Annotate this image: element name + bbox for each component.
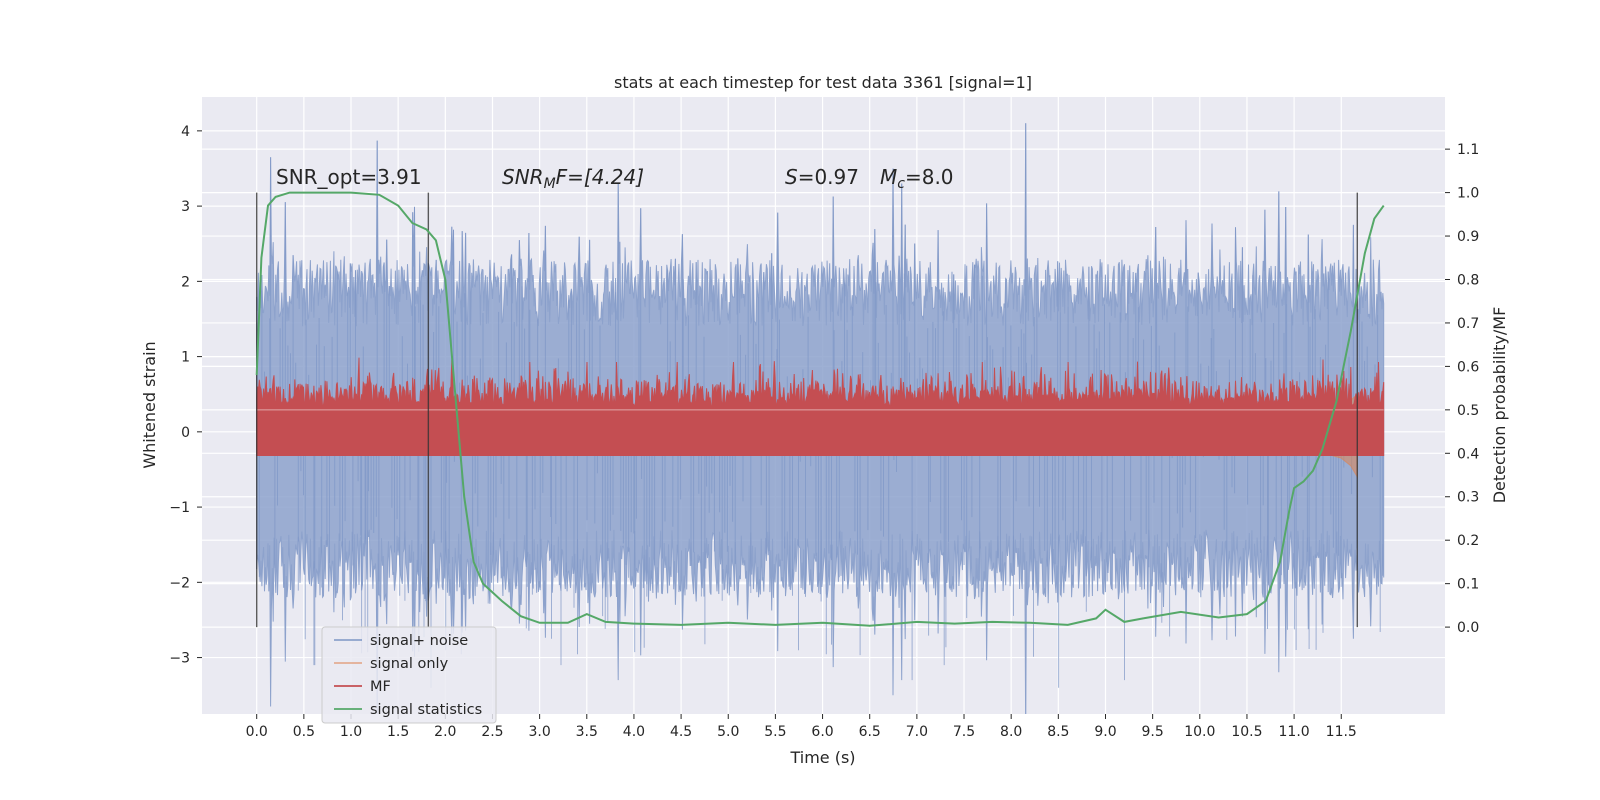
s-annotation: S=0.97 (785, 165, 859, 189)
y-tick-label-left: 3 (181, 199, 190, 215)
y-axis-right-ticks: 0.0 0.1 0.2 0.3 0.4 0.5 0.6 0.7 0.8 0.9 1.0 1.1 (1445, 142, 1479, 636)
legend-label-signal-noise: signal+ noise (370, 633, 468, 649)
x-tick-label: 3.0 (528, 724, 550, 740)
y-tick-label-right: 0.3 (1457, 490, 1479, 506)
x-tick-label: 4.5 (670, 724, 692, 740)
x-tick-label: 2.0 (434, 724, 456, 740)
legend-label-mf: MF (370, 679, 391, 695)
x-tick-label: 6.0 (811, 724, 833, 740)
y-tick-label-right: 0.2 (1457, 533, 1479, 549)
y-tick-label-left: −3 (169, 651, 190, 667)
y-axis-label-left: Whitened strain (140, 341, 159, 468)
snr-mf-subscript: M (544, 176, 556, 192)
legend-box (321, 626, 497, 724)
s-value: =0.97 (798, 165, 859, 189)
x-tick-label: 11.5 (1326, 724, 1357, 740)
y-tick-label-left: 2 (181, 274, 190, 290)
y-axis-left-ticks: −3 −2 −1 0 1 2 3 4 (169, 124, 202, 667)
mc-annotation: Mc=8.0 (880, 165, 954, 192)
y-tick-label-right: 0.6 (1457, 359, 1479, 375)
x-tick-label: 9.5 (1142, 724, 1164, 740)
mf-series (256, 357, 1385, 456)
x-tick-label: 11.0 (1279, 724, 1310, 740)
x-tick-label: 2.5 (481, 724, 503, 740)
mc-value: =8.0 (905, 165, 954, 189)
y-axis-label-right: Detection probability/MF (1490, 307, 1509, 504)
y-tick-label-left: 1 (181, 350, 190, 366)
snr-mf-value: F=[4.24] (556, 165, 644, 189)
y-tick-label-right: 0.0 (1457, 620, 1479, 636)
x-tick-label: 0.0 (246, 724, 268, 740)
x-tick-label: 3.5 (576, 724, 598, 740)
y-tick-label-left: −2 (169, 575, 190, 591)
x-tick-label: 1.5 (387, 724, 409, 740)
snr-mf-annotation: SNRMF=[4.24] (502, 165, 644, 192)
y-tick-label-right: 0.4 (1457, 446, 1479, 462)
signal-statistics-series (255, 191, 1385, 627)
signal-statistics-line (255, 191, 1385, 627)
x-tick-label: 10.5 (1231, 724, 1262, 740)
x-tick-label: 7.0 (906, 724, 928, 740)
mc-subscript: c (897, 176, 905, 192)
legend-label-signal-only: signal only (370, 656, 449, 672)
x-tick-label: 6.5 (859, 724, 881, 740)
legend-label-signal-statistics: signal statistics (370, 702, 482, 718)
mf-band (256, 357, 1385, 456)
x-tick-label: 9.0 (1094, 724, 1116, 740)
x-tick-label: 5.5 (764, 724, 786, 740)
y-tick-label-right: 0.7 (1457, 316, 1479, 332)
y-tick-label-left: 4 (181, 124, 190, 140)
x-axis-label: Time (s) (789, 748, 855, 767)
y-tick-label-right: 0.5 (1457, 403, 1479, 419)
x-tick-label: 5.0 (717, 724, 739, 740)
y-tick-label-left: 0 (181, 425, 190, 441)
annotations: SNR_opt=3.91 SNRMF=[4.24] S=0.97 Mc=8.0 (276, 165, 954, 192)
x-tick-label: 10.0 (1184, 724, 1215, 740)
x-tick-label: 0.5 (293, 724, 315, 740)
chart-title: stats at each timestep for test data 336… (614, 73, 1032, 92)
y-tick-label-right: 0.8 (1457, 272, 1479, 288)
y-tick-label-right: 0.9 (1457, 229, 1479, 245)
y-tick-label-right: 1.1 (1457, 142, 1479, 158)
snr-mf-symbol: SNR (502, 165, 544, 189)
vertical-markers (255, 192, 1358, 628)
mc-symbol: M (880, 165, 897, 189)
legend: signal+ noise signal only MF signal stat… (321, 626, 497, 724)
x-tick-label: 8.0 (1000, 724, 1022, 740)
y-tick-label-right: 1.0 (1457, 186, 1479, 202)
y-tick-label-right: 0.1 (1457, 577, 1479, 593)
y-tick-label-left: −1 (169, 500, 190, 516)
x-tick-label: 4.0 (623, 724, 645, 740)
x-tick-label: 7.5 (953, 724, 975, 740)
s-symbol: S (785, 165, 798, 189)
x-axis-ticks: 0.0 0.5 1.0 1.5 2.0 2.5 3.0 3.5 4.0 4.5 5.0 5.5 6.0 6… (246, 714, 1357, 740)
x-tick-label: 1.0 (340, 724, 362, 740)
snr-opt-annotation: SNR_opt=3.91 (276, 165, 422, 189)
x-tick-label: 8.5 (1047, 724, 1069, 740)
